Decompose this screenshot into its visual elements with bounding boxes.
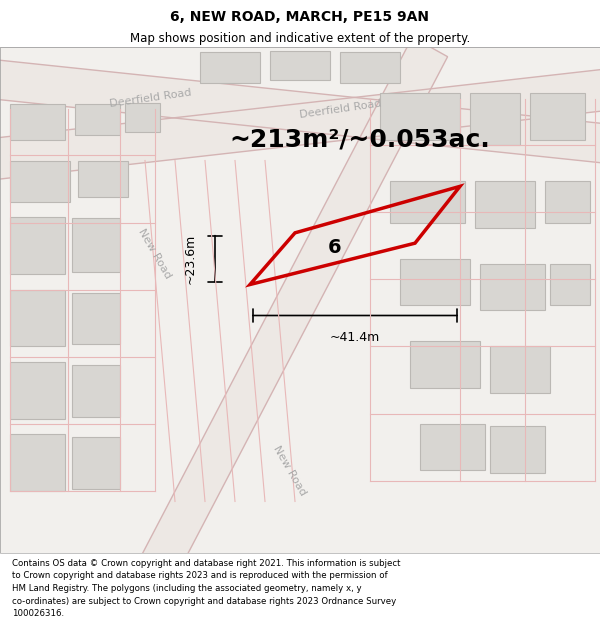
Bar [270, 51, 330, 80]
Bar [200, 52, 260, 83]
Bar [72, 218, 120, 272]
Bar [75, 104, 120, 135]
Bar [10, 161, 70, 202]
Text: 6, NEW ROAD, MARCH, PE15 9AN: 6, NEW ROAD, MARCH, PE15 9AN [170, 10, 430, 24]
Text: Deerfield Road: Deerfield Road [109, 88, 191, 109]
Text: ~23.6m: ~23.6m [184, 234, 197, 284]
Bar [390, 181, 465, 222]
Bar [400, 259, 470, 305]
Bar [72, 438, 120, 489]
Bar [420, 424, 485, 471]
Bar [480, 264, 545, 311]
Bar [410, 341, 480, 388]
Bar [530, 93, 585, 140]
Bar [490, 426, 545, 472]
Text: New Road: New Road [137, 227, 173, 280]
Bar [125, 102, 160, 132]
Bar [470, 93, 520, 145]
Text: to Crown copyright and database rights 2023 and is reproduced with the permissio: to Crown copyright and database rights 2… [12, 571, 388, 581]
Text: 100026316.: 100026316. [12, 609, 64, 618]
Bar [10, 434, 65, 491]
Bar [490, 346, 550, 393]
Text: 6: 6 [328, 238, 342, 256]
Polygon shape [0, 58, 600, 164]
Text: ~213m²/~0.053ac.: ~213m²/~0.053ac. [230, 128, 490, 152]
Bar [10, 362, 65, 419]
Bar [10, 217, 65, 274]
Bar [545, 181, 590, 222]
Bar [10, 104, 65, 140]
Polygon shape [0, 68, 600, 181]
Bar [72, 292, 120, 344]
Bar [72, 365, 120, 417]
Text: ~41.4m: ~41.4m [330, 331, 380, 344]
Text: New Road: New Road [272, 444, 308, 497]
Polygon shape [142, 37, 448, 573]
Bar [380, 93, 460, 140]
Text: co-ordinates) are subject to Crown copyright and database rights 2023 Ordnance S: co-ordinates) are subject to Crown copyr… [12, 597, 396, 606]
Bar [550, 264, 590, 305]
Text: Deerfield Road: Deerfield Road [298, 98, 382, 119]
Text: HM Land Registry. The polygons (including the associated geometry, namely x, y: HM Land Registry. The polygons (includin… [12, 584, 362, 593]
Bar [78, 161, 128, 197]
Bar [340, 52, 400, 83]
Bar [475, 181, 535, 228]
Text: Contains OS data © Crown copyright and database right 2021. This information is : Contains OS data © Crown copyright and d… [12, 559, 401, 568]
Text: Map shows position and indicative extent of the property.: Map shows position and indicative extent… [130, 32, 470, 45]
Bar [10, 289, 65, 346]
